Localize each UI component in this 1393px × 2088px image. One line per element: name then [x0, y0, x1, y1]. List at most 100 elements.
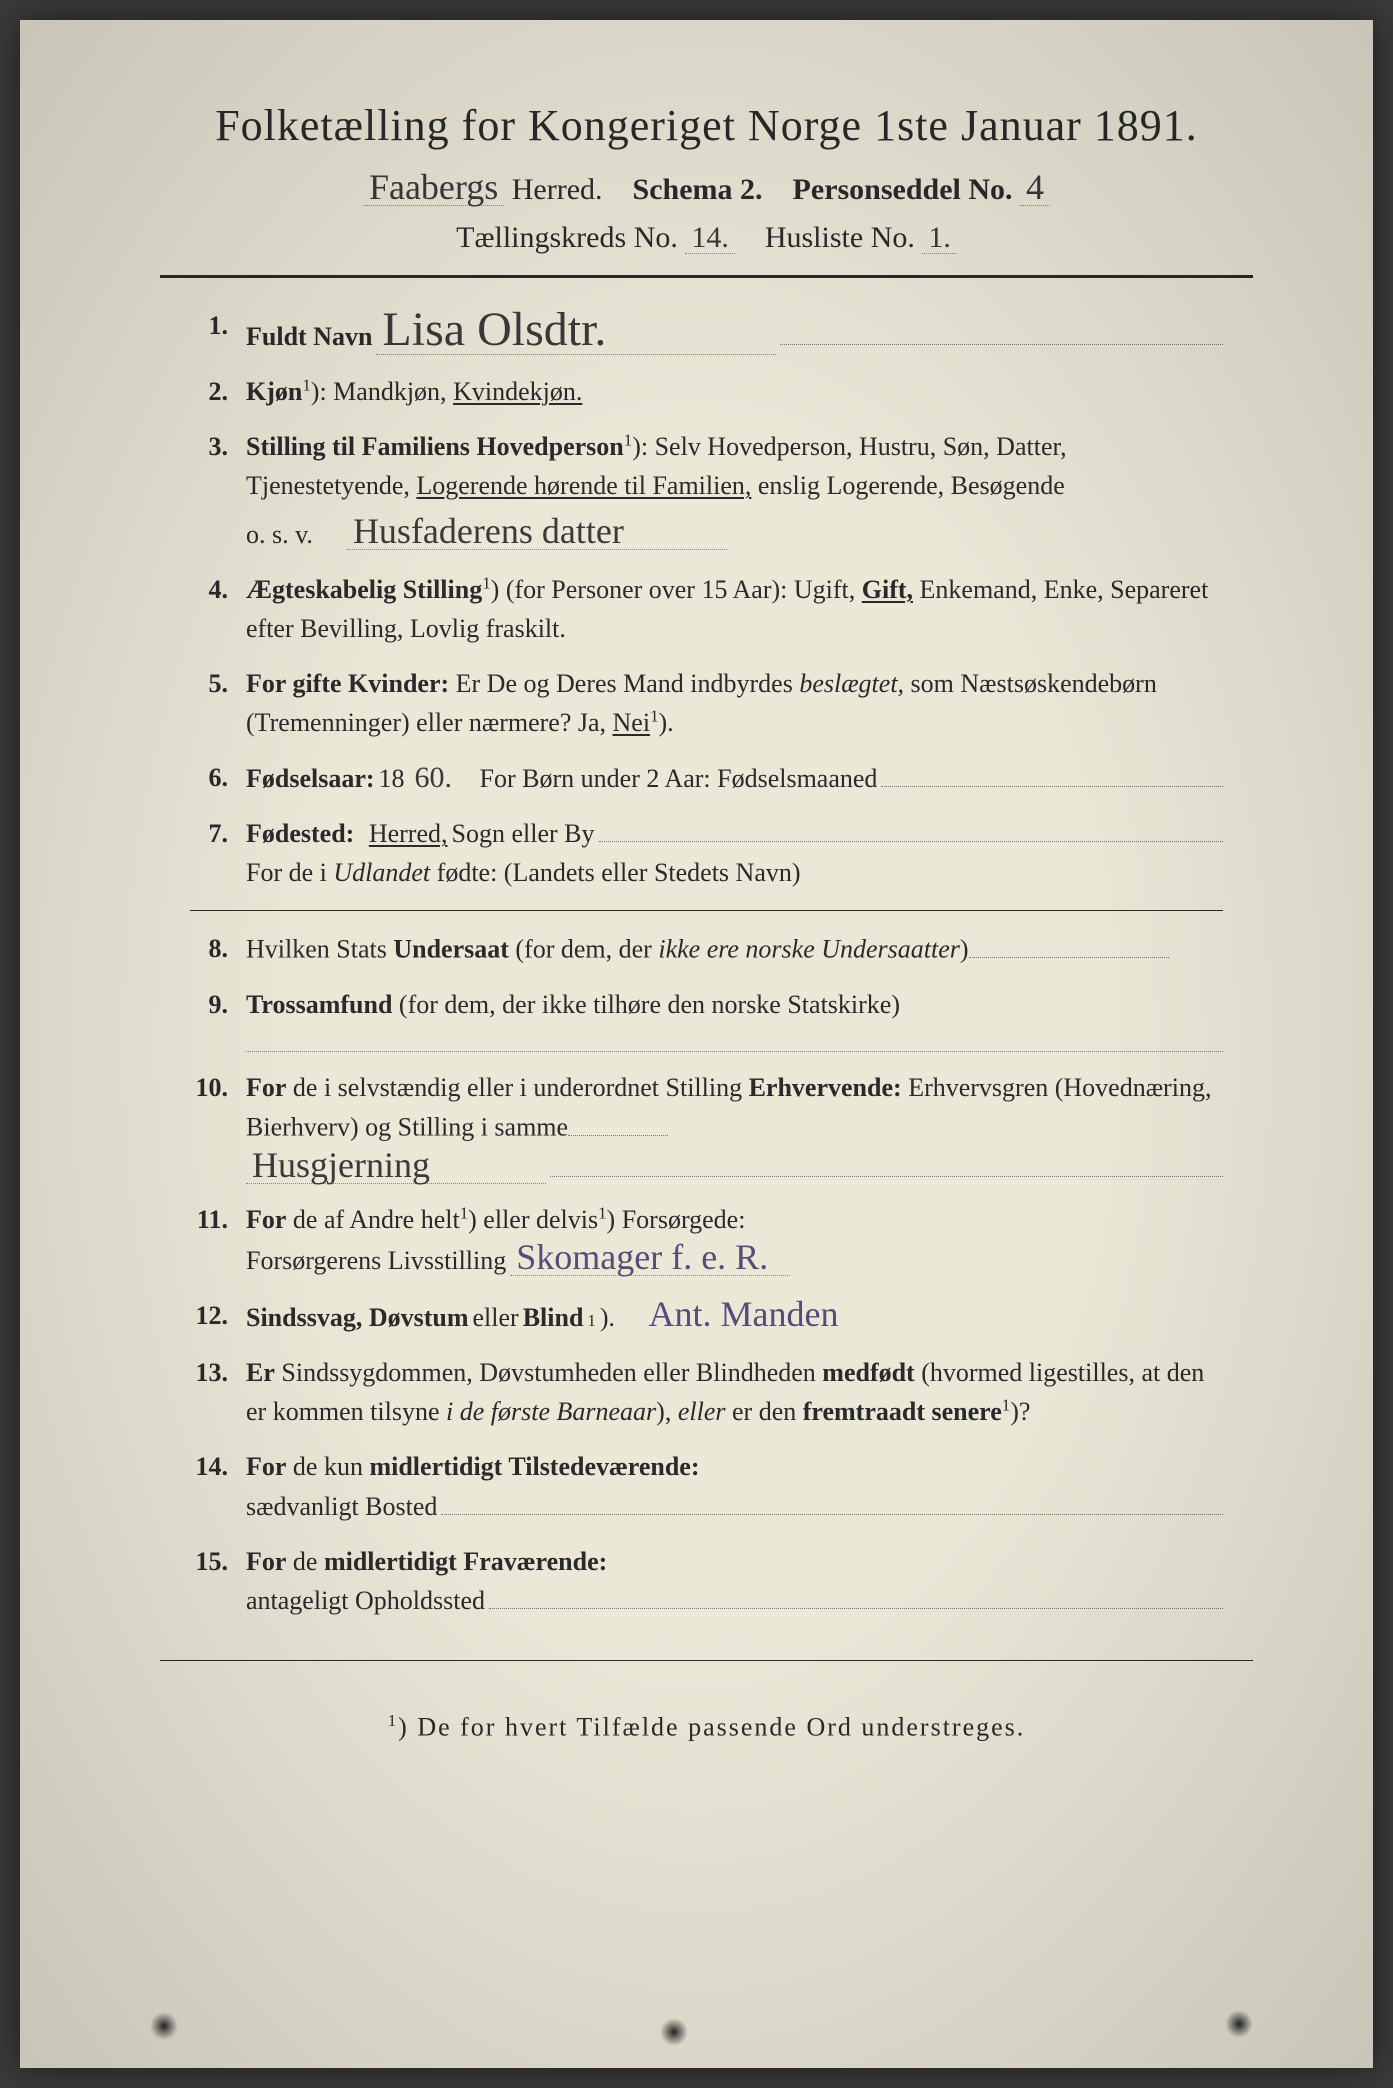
dotted-fill — [780, 316, 1223, 345]
label-pre: For — [246, 1547, 286, 1576]
line-a: Fødested: Herred, Sogn eller By — [246, 814, 1223, 854]
field-label: Fødested: — [246, 814, 354, 853]
text: ): Mandkjøn, — [311, 377, 453, 406]
kreds-no-handwritten: 14. — [685, 223, 735, 254]
row-content: Trossamfund (for dem, der ikke tilhøre d… — [246, 985, 1223, 1053]
name-handwritten: Lisa Olsdtr. — [376, 306, 776, 355]
field-label: Ægteskabelig Stilling — [246, 575, 482, 604]
field-label: Fuldt Navn — [246, 317, 372, 356]
text: ) Forsørgede: — [607, 1205, 746, 1234]
row-content: Stilling til Familiens Hovedperson1): Se… — [246, 427, 1223, 554]
row-content: Ægteskabelig Stilling1) (for Personer ov… — [246, 570, 1223, 648]
underlined-choice: Logerende hørende til Familien, — [416, 471, 751, 500]
dotted-fill — [969, 929, 1169, 958]
dotted-fill — [599, 814, 1223, 843]
text: sædvanligt Bosted — [246, 1487, 437, 1526]
herred-handwritten: Faabergs — [363, 169, 504, 206]
text: ), — [656, 1397, 678, 1426]
form-body: 1. Fuldt Navn Lisa Olsdtr. 2. Kjøn1): Ma… — [160, 306, 1253, 1620]
row-content: For de midlertidigt Fraværende: antageli… — [246, 1542, 1223, 1621]
row-num: 9. — [190, 985, 246, 1053]
row-4: 4. Ægteskabelig Stilling1) (for Personer… — [190, 570, 1223, 648]
text: Sogn eller By — [452, 814, 595, 853]
em-text: Udlandet — [333, 858, 430, 887]
header-divider — [160, 275, 1253, 278]
row-content: Fødested: Herred, Sogn eller By For de i… — [246, 814, 1223, 893]
row-11: 11. For de af Andre helt1) eller delvis1… — [190, 1200, 1223, 1280]
row-content: For de kun midlertidigt Tilstedeværende:… — [246, 1447, 1223, 1526]
row-1: 1. Fuldt Navn Lisa Olsdtr. — [190, 306, 1223, 356]
kreds-label: Tællingskreds No. — [456, 221, 678, 254]
footnote-ref: 1 — [598, 1203, 606, 1222]
row-10: 10. For de i selvstændig eller i underor… — [190, 1068, 1223, 1184]
section-divider — [190, 910, 1223, 911]
row-num: 12. — [190, 1296, 246, 1337]
row-num: 13. — [190, 1353, 246, 1431]
field-label: Kjøn — [246, 377, 302, 406]
husliste-label: Husliste No. — [765, 221, 915, 254]
label2: medfødt — [822, 1358, 914, 1387]
label2: midlertidigt Tilstedeværende: — [369, 1452, 699, 1481]
row-num: 6. — [190, 758, 246, 798]
main-title: Folketælling for Kongeriget Norge 1ste J… — [160, 100, 1253, 151]
form-header: Folketælling for Kongeriget Norge 1ste J… — [160, 100, 1253, 255]
text: de — [286, 1547, 324, 1576]
row-12: 12. Sindssvag, Døvstum eller Blind1). An… — [190, 1296, 1223, 1337]
row-content: For gifte Kvinder: Er De og Deres Mand i… — [246, 664, 1223, 742]
schema-label: Schema 2. — [633, 173, 763, 206]
row-15: 15. For de midlertidigt Fraværende: anta… — [190, 1542, 1223, 1621]
row-3: 3. Stilling til Familiens Hovedperson1):… — [190, 427, 1223, 554]
row-num: 7. — [190, 814, 246, 893]
row-14: 14. For de kun midlertidigt Tilstedevære… — [190, 1447, 1223, 1526]
dotted-fill — [881, 758, 1223, 787]
osv-line: o. s. v. Husfaderens datter — [246, 513, 1223, 554]
row-num: 2. — [190, 372, 246, 411]
row-num: 3. — [190, 427, 246, 554]
row-7: 7. Fødested: Herred, Sogn eller By For d… — [190, 814, 1223, 893]
footnote-ref: 1 — [650, 706, 658, 725]
year-handwritten: 60. — [409, 763, 459, 793]
label-pre: For — [246, 1073, 286, 1102]
header-line-2: Faabergs Herred. Schema 2. Personseddel … — [160, 169, 1253, 207]
census-form-page: Folketælling for Kongeriget Norge 1ste J… — [20, 20, 1373, 2068]
row-13: 13. Er Sindssygdommen, Døvstumheden elle… — [190, 1353, 1223, 1431]
em-text2: eller — [678, 1397, 726, 1426]
row-content: Sindssvag, Døvstum eller Blind1). Ant. M… — [246, 1296, 1223, 1337]
text: ). — [659, 708, 674, 737]
dotted-line — [246, 1024, 1223, 1053]
disability-handwritten: Ant. Manden — [643, 1296, 845, 1332]
label2: Blind — [523, 1298, 584, 1337]
paper-stain — [660, 2018, 688, 2046]
occupation-handwritten: Husgjerning — [246, 1147, 546, 1184]
row-content: Fødselsaar: 1860. For Børn under 2 Aar: … — [246, 758, 1223, 798]
text: (for dem, der — [509, 935, 658, 964]
text: ). — [600, 1298, 615, 1337]
underlined-choice: Nei — [613, 708, 651, 737]
row-content: Kjøn1): Mandkjøn, Kvindekjøn. — [246, 372, 1223, 411]
field-label: Undersaat — [393, 935, 509, 964]
dotted-fill — [568, 1107, 668, 1136]
text: ) eller delvis — [468, 1205, 598, 1234]
row-2: 2. Kjøn1): Mandkjøn, Kvindekjøn. — [190, 372, 1223, 411]
row-num: 10. — [190, 1068, 246, 1184]
person-no-handwritten: 4 — [1020, 169, 1050, 206]
paper-stain — [1225, 2010, 1253, 2038]
dotted-fill — [550, 1148, 1223, 1177]
hw-line: Husgjerning — [246, 1147, 1223, 1184]
herred-label: Herred. — [512, 173, 603, 206]
label-pre: For — [246, 1205, 286, 1234]
header-line-3: Tællingskreds No. 14. Husliste No. 1. — [160, 221, 1253, 255]
row-8: 8. Hvilken Stats Undersaat (for dem, der… — [190, 929, 1223, 969]
paper-stain — [150, 2012, 178, 2040]
row-num: 14. — [190, 1447, 246, 1526]
underlined-choice: Gift, — [862, 575, 913, 604]
row-num: 4. — [190, 570, 246, 648]
em-text: beslægtet, — [799, 669, 904, 698]
year-prefix: 18 — [379, 759, 405, 798]
text: antageligt Opholdssted — [246, 1581, 485, 1620]
footnote-ref: 1 — [460, 1203, 468, 1222]
text: fødte: (Landets eller Stedets Navn) — [430, 858, 800, 887]
line-b: antageligt Opholdssted — [246, 1581, 1223, 1621]
dotted-fill — [246, 1024, 1223, 1053]
text: Forsørgerens Livsstilling — [246, 1241, 506, 1280]
